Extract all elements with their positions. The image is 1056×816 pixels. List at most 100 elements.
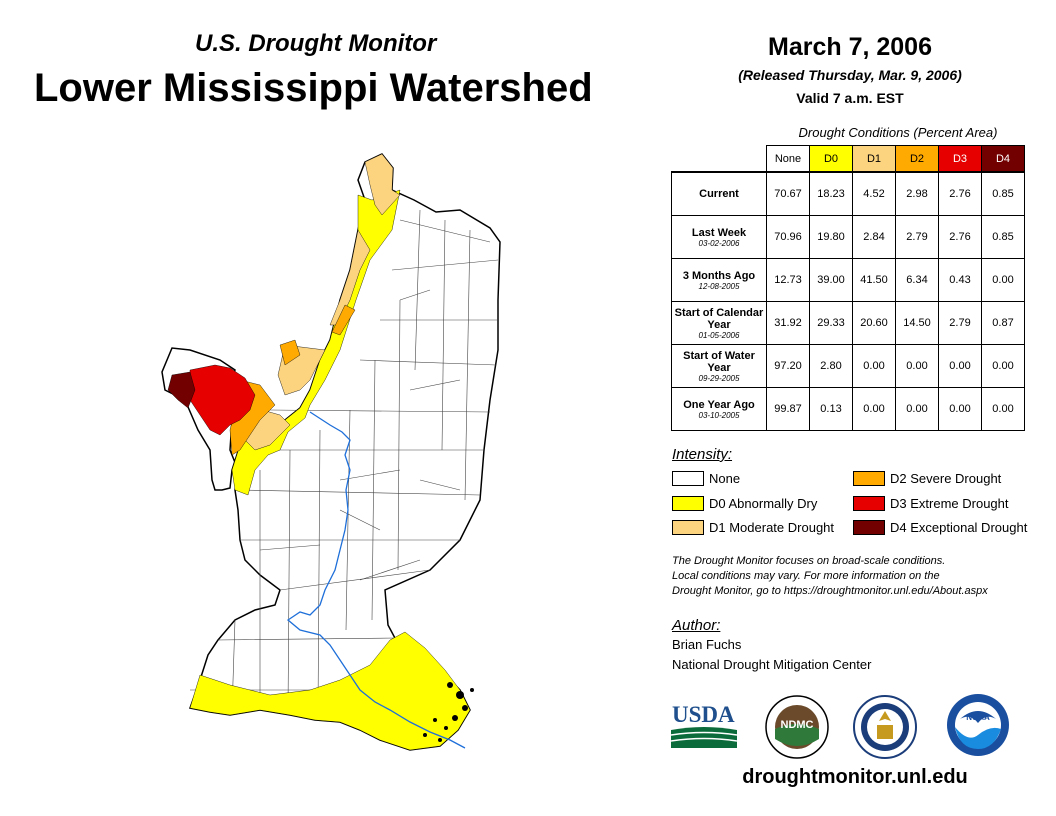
legend-swatch	[853, 471, 885, 486]
col-d0: D0	[809, 145, 853, 173]
legend-heading: Intensity:	[672, 446, 733, 463]
cell: 2.79	[938, 301, 982, 345]
cell: 0.00	[938, 344, 982, 388]
legend-swatch	[672, 520, 704, 535]
cell: 70.96	[766, 215, 810, 259]
legend-label: D2 Severe Drought	[890, 471, 1002, 486]
cell: 97.20	[766, 344, 810, 388]
cell: 0.00	[981, 344, 1025, 388]
map-date: March 7, 2006	[768, 33, 932, 61]
map-subtitle: U.S. Drought Monitor	[195, 30, 437, 57]
legend-swatch	[672, 471, 704, 486]
row-label-calendar-year: Start of Calendar Year 01-05-2006	[671, 301, 767, 345]
usda-logo: USDA	[671, 702, 737, 748]
coastal-marsh	[423, 682, 474, 742]
legend-item-d0: D0 Abnormally Dry	[672, 496, 817, 511]
legend-swatch	[853, 496, 885, 511]
cell: 39.00	[809, 258, 853, 302]
cell: 6.34	[895, 258, 939, 302]
legend-swatch	[672, 496, 704, 511]
legend-item-d1: D1 Moderate Drought	[672, 520, 834, 535]
cell: 19.80	[809, 215, 853, 259]
legend-item-d4: D4 Exceptional Drought	[853, 520, 1027, 535]
cell: 0.00	[981, 387, 1025, 431]
legend-label: D1 Moderate Drought	[709, 520, 835, 535]
row-label-current: Current	[671, 171, 767, 216]
d3-region	[189, 364, 256, 436]
disclaimer-note: The Drought Monitor focuses on broad-sca…	[672, 554, 1052, 599]
cell: 2.98	[895, 171, 939, 216]
cell: 4.52	[852, 171, 896, 216]
cell: 0.00	[895, 387, 939, 431]
cell: 0.00	[895, 344, 939, 388]
drought-table: None D0 D1 D2 D3 D4 Current 70.67 18.23 …	[671, 145, 1025, 431]
legend-label: D4 Exceptional Drought	[890, 520, 1028, 535]
cell: 31.92	[766, 301, 810, 345]
legend-item-d2: D2 Severe Drought	[853, 471, 1001, 486]
cell: 0.00	[938, 387, 982, 431]
release-date: (Released Thursday, Mar. 9, 2006)	[738, 67, 962, 83]
legend-swatch	[853, 520, 885, 535]
author-org: National Drought Mitigation Center	[672, 657, 872, 672]
valid-time: Valid 7 a.m. EST	[796, 90, 904, 106]
svg-text:NOAA: NOAA	[966, 713, 990, 722]
cell: 0.87	[981, 301, 1025, 345]
cell: 0.00	[981, 258, 1025, 302]
col-d4: D4	[981, 145, 1025, 173]
cell: 2.76	[938, 215, 982, 259]
author-heading: Author:	[672, 617, 721, 634]
legend-label: D3 Extreme Drought	[890, 496, 1009, 511]
cell: 70.67	[766, 171, 810, 216]
table-row: Start of Water Year 09-29-2005 97.20 2.80…	[671, 344, 1025, 388]
row-label-water-year: Start of Water Year 09-29-2005	[671, 344, 767, 388]
drought-map	[161, 153, 501, 751]
cell: 18.23	[809, 171, 853, 216]
ndmc-logo: NDMC	[765, 695, 829, 759]
watershed-outline	[161, 153, 501, 751]
cell: 2.79	[895, 215, 939, 259]
note-line: The Drought Monitor focuses on broad-sca…	[672, 555, 946, 567]
cell: 2.80	[809, 344, 853, 388]
cell: 2.84	[852, 215, 896, 259]
col-none: None	[766, 145, 810, 173]
table-row: Start of Calendar Year 01-05-2006 31.92 2…	[671, 301, 1025, 345]
table-row: One Year Ago 03-10-2005 99.87 0.13 0.00 0…	[671, 387, 1025, 431]
table-row: Current 70.67 18.23 4.52 2.98 2.76 0.85	[671, 171, 1025, 216]
legend-label: D0 Abnormally Dry	[709, 496, 818, 511]
col-d1: D1	[852, 145, 896, 173]
col-d2: D2	[895, 145, 939, 173]
d4-region	[167, 371, 196, 409]
author-name: Brian Fuchs	[672, 637, 742, 652]
row-label-last-week: Last Week 03-02-2006	[671, 215, 767, 259]
d0-region-south	[189, 631, 471, 751]
svg-text:NDMC: NDMC	[781, 719, 814, 731]
cell: 0.43	[938, 258, 982, 302]
cell: 0.85	[981, 215, 1025, 259]
website-link[interactable]: droughtmonitor.unl.edu	[742, 766, 968, 788]
cell: 14.50	[895, 301, 939, 345]
row-label-one-year: One Year Ago 03-10-2005	[671, 387, 767, 431]
legend-item-none: None	[672, 471, 740, 486]
note-line: Local conditions may vary. For more info…	[672, 570, 940, 582]
table-caption: Drought Conditions (Percent Area)	[798, 125, 998, 140]
table-row: Last Week 03-02-2006 70.96 19.80 2.84 2.7…	[671, 215, 1025, 259]
cell: 2.76	[938, 171, 982, 216]
cell: 20.60	[852, 301, 896, 345]
doc-seal-logo	[853, 695, 917, 759]
row-label-3-months: 3 Months Ago 12-08-2005	[671, 258, 767, 302]
cell: 0.13	[809, 387, 853, 431]
table-header-row: None D0 D1 D2 D3 D4	[672, 145, 1025, 173]
note-line[interactable]: Drought Monitor, go to https://droughtmo…	[672, 585, 988, 597]
cell: 0.85	[981, 171, 1025, 216]
noaa-logo: NOAA	[947, 694, 1009, 756]
cell: 41.50	[852, 258, 896, 302]
legend-label: None	[709, 471, 741, 486]
table-row: 3 Months Ago 12-08-2005 12.73 39.00 41.50…	[671, 258, 1025, 302]
mississippi-river	[286, 411, 466, 749]
cell: 0.00	[852, 344, 896, 388]
county-boundaries	[190, 209, 499, 713]
table-corner	[672, 146, 767, 173]
col-d3: D3	[938, 145, 982, 173]
cell: 0.00	[852, 387, 896, 431]
legend-item-d3: D3 Extreme Drought	[853, 496, 1009, 511]
